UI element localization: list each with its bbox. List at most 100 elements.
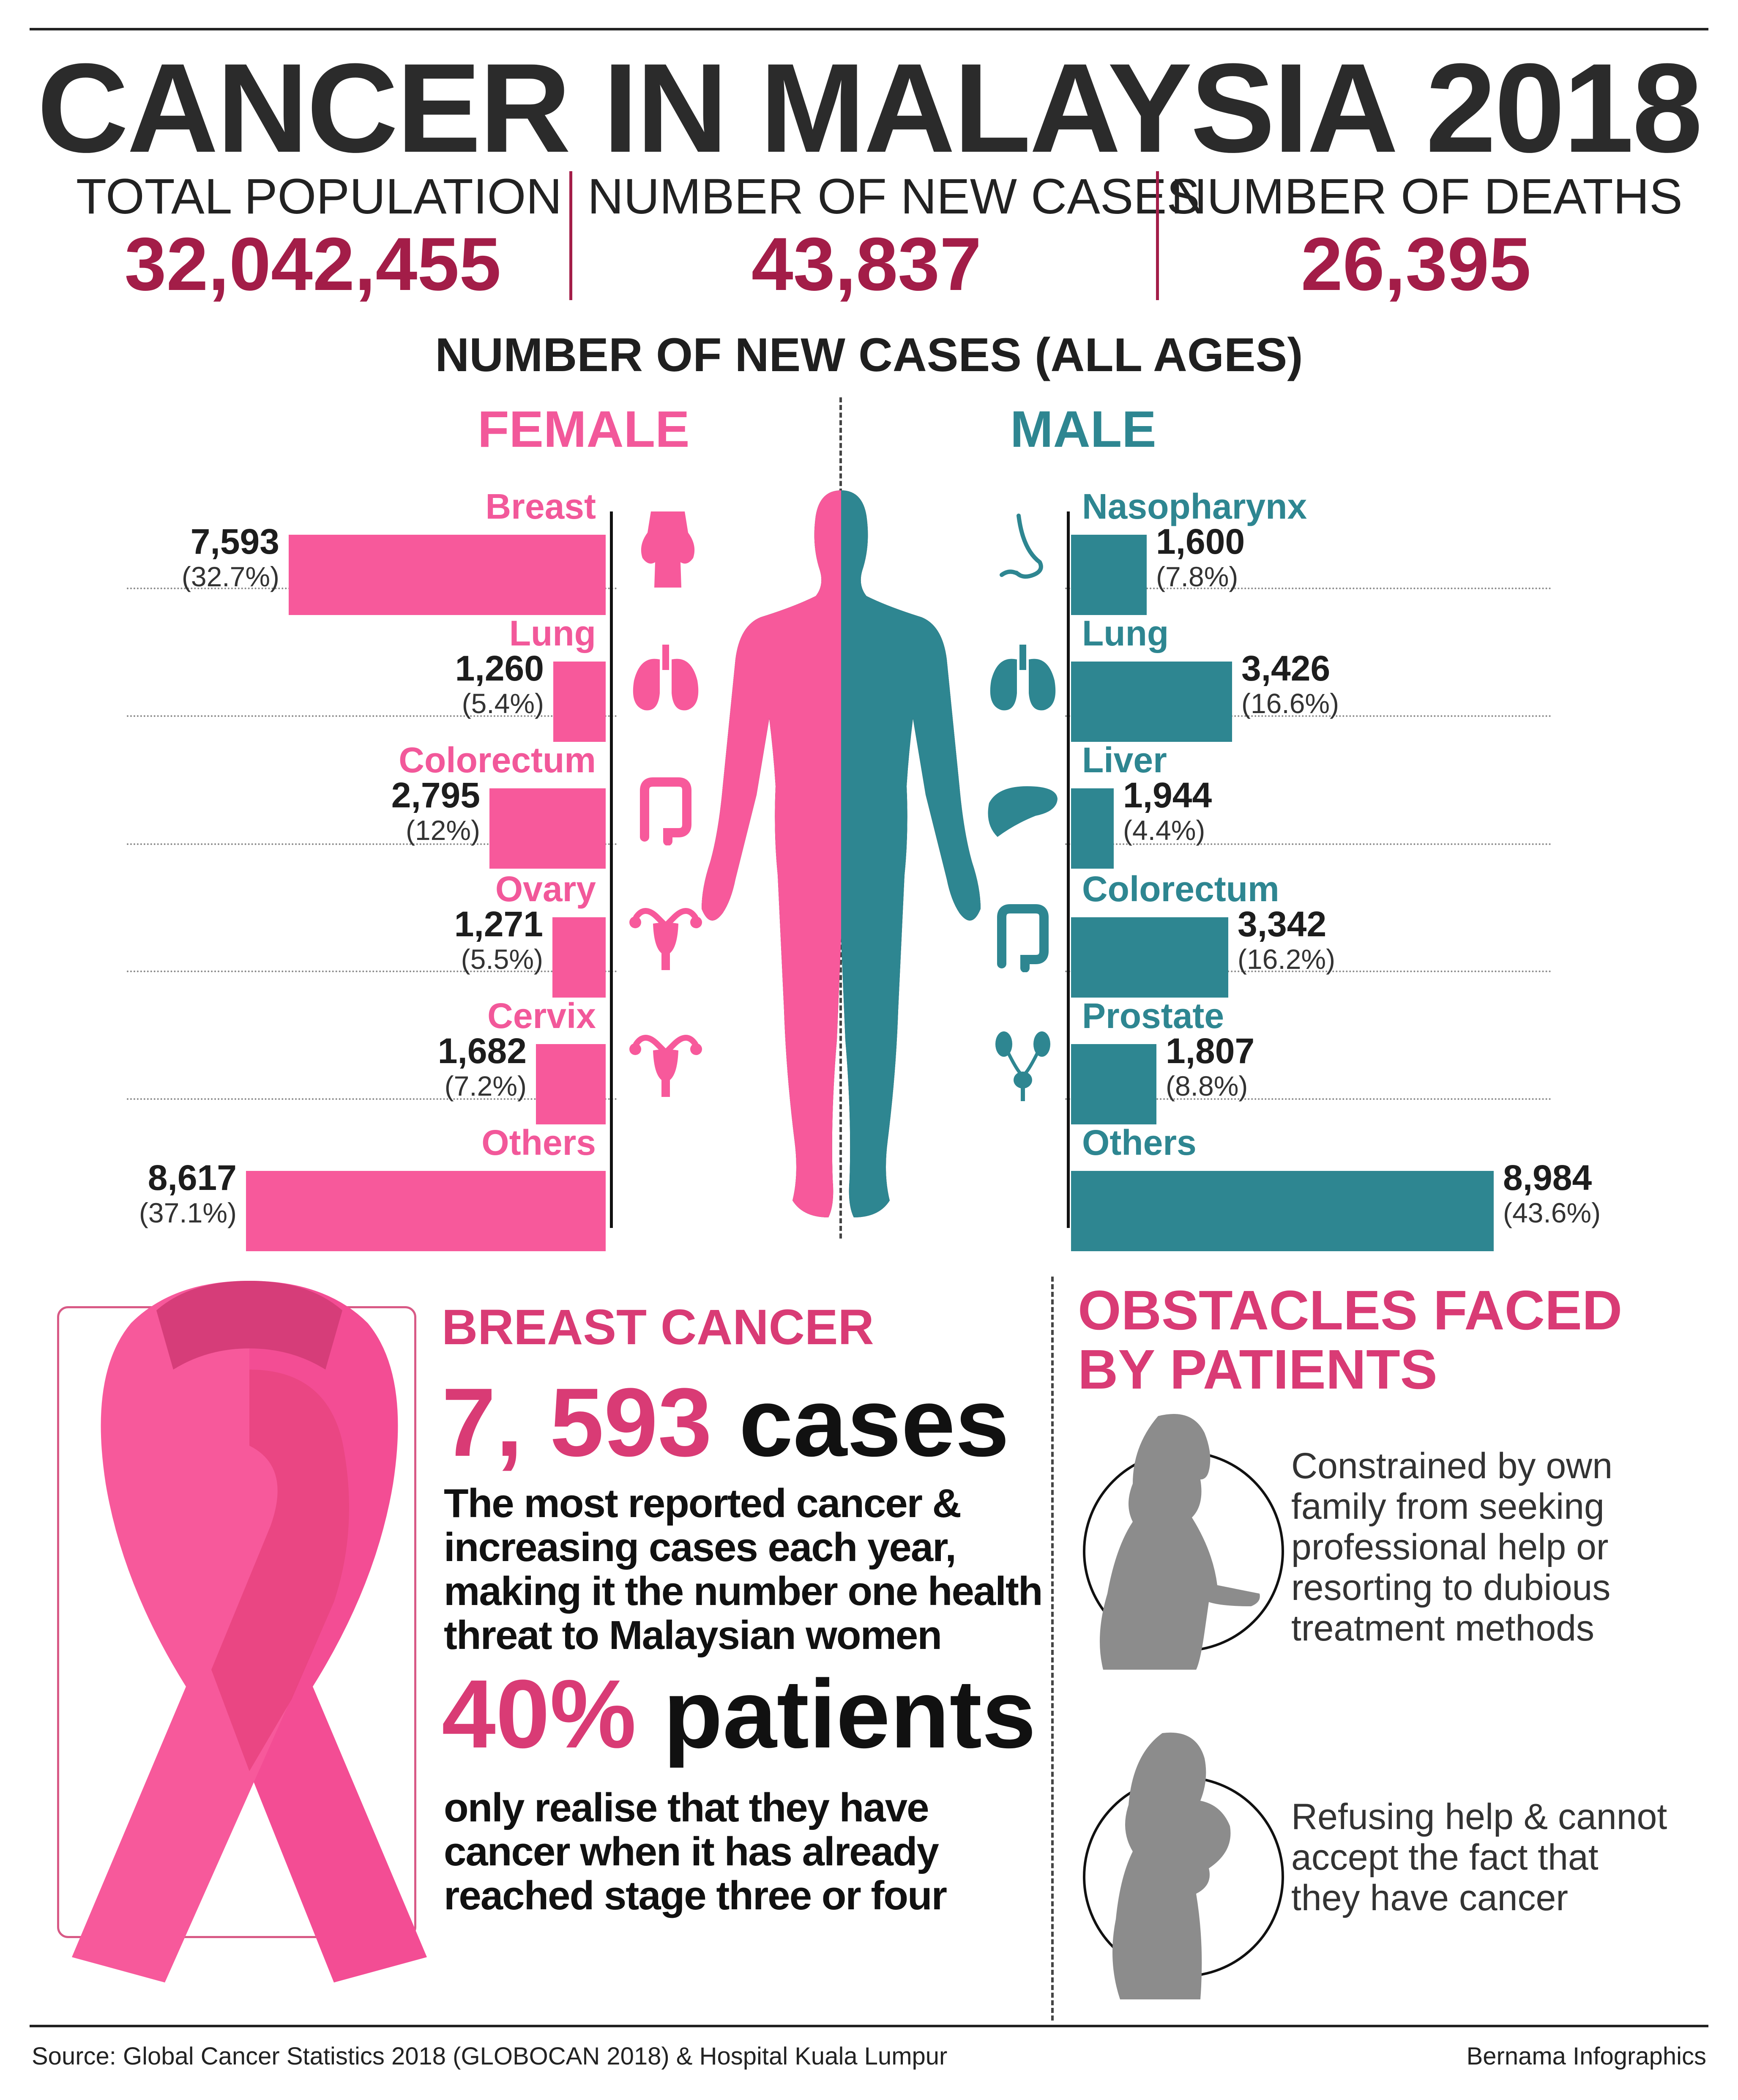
- female-cancer-percent: (5.4%): [462, 688, 544, 719]
- human-body-figure: [702, 490, 981, 1217]
- lungs-icon: [990, 645, 1056, 711]
- male-cancer-count: 1,600: [1156, 522, 1245, 561]
- male-bar: [1071, 535, 1147, 615]
- female-bar: [289, 535, 606, 615]
- male-heading: MALE: [1010, 400, 1156, 458]
- breast-cancer-cases: 7, 593 cases: [442, 1370, 1009, 1475]
- female-cancer-name: Cervix: [487, 996, 596, 1036]
- row-separator: [127, 971, 617, 972]
- female-cancer-name: Lung: [509, 613, 596, 653]
- female-bar: [536, 1044, 606, 1124]
- stat-separator: [1156, 171, 1159, 300]
- male-cancer-count: 1,944: [1123, 775, 1212, 815]
- row-separator: [1065, 588, 1551, 589]
- female-cancer-name: Colorectum: [399, 740, 596, 780]
- male-cancer-percent: (16.2%): [1238, 943, 1336, 975]
- male-bar: [1071, 1044, 1156, 1124]
- footer-source: Source: Global Cancer Statistics 2018 (G…: [32, 2043, 948, 2070]
- stat-separator: [569, 171, 572, 300]
- stat-value: 26,395: [1301, 222, 1531, 306]
- male-cancer-name: Prostate: [1082, 996, 1224, 1036]
- woman-silhouette-icon: [1083, 1732, 1284, 1999]
- female-cancer-count: 2,795: [391, 775, 480, 815]
- row-separator: [127, 1098, 617, 1100]
- female-bar: [489, 788, 606, 869]
- male-cancer-percent: (43.6%): [1503, 1197, 1601, 1228]
- row-separator: [1065, 843, 1551, 845]
- stat-deaths: NUMBER OF DEATHS 26,395: [1171, 169, 1683, 306]
- male-cancer-percent: (8.8%): [1166, 1070, 1248, 1102]
- stat-value: 43,837: [751, 222, 982, 306]
- male-cancer-count: 3,342: [1238, 904, 1327, 944]
- male-cancer-name: Liver: [1082, 740, 1167, 780]
- female-cancer-name: Ovary: [495, 869, 596, 909]
- obstacles-heading-line1: OBSTACLES FACED: [1078, 1279, 1623, 1341]
- breast-cancer-description: The most reported cancer & increasing ca…: [444, 1481, 1043, 1658]
- female-cancer-percent: (5.5%): [461, 943, 543, 975]
- obstacles-heading-line2: BY PATIENTS: [1078, 1338, 1437, 1400]
- male-bar: [1071, 917, 1228, 998]
- patients-percent: 40%: [442, 1660, 637, 1768]
- row-separator: [1065, 1098, 1551, 1100]
- female-cancer-name: Breast: [485, 487, 596, 526]
- colon-icon: [997, 904, 1049, 972]
- female-cancer-percent: (32.7%): [181, 561, 279, 592]
- female-cancer-count: 1,682: [437, 1031, 527, 1071]
- male-cancer-percent: (16.6%): [1241, 688, 1339, 719]
- female-cancer-count: 8,617: [148, 1158, 237, 1198]
- female-heading: FEMALE: [478, 400, 690, 458]
- cases-word: cases: [739, 1368, 1009, 1477]
- female-bar: [552, 917, 606, 998]
- male-cancer-name: Nasopharynx: [1082, 487, 1307, 526]
- male-cancer-name: Colorectum: [1082, 869, 1279, 909]
- section-subtitle: NUMBER OF NEW CASES (ALL AGES): [435, 328, 1303, 381]
- patients-word: patients: [663, 1660, 1036, 1768]
- woman-silhouette-icon: [1083, 1414, 1284, 1670]
- obstacle-text: Constrained by own family from seeking p…: [1291, 1446, 1613, 1649]
- stat-new-cases: NUMBER OF NEW CASES 43,837: [588, 169, 1200, 306]
- female-cancer-count: 1,271: [454, 904, 543, 944]
- male-bar: [1071, 1171, 1494, 1251]
- nose-icon: [1000, 514, 1043, 579]
- kidney-bladder-icon: [995, 1031, 1050, 1101]
- bottom-divider: [1051, 1277, 1054, 2021]
- female-cancer-percent: (7.2%): [444, 1070, 527, 1102]
- male-cancer-percent: (7.8%): [1156, 561, 1238, 592]
- male-bar: [1071, 788, 1114, 869]
- female-cancer-count: 7,593: [190, 522, 279, 561]
- male-cancer-name: Others: [1082, 1123, 1197, 1162]
- female-axis: [610, 511, 613, 1228]
- breast-cancer-heading: BREAST CANCER: [442, 1299, 874, 1355]
- liver-icon: [988, 786, 1058, 837]
- stat-value: 32,042,455: [124, 222, 501, 306]
- pink-ribbon-icon: [72, 1281, 427, 1982]
- patients-description: only realise that they have cancer when …: [444, 1785, 947, 1918]
- row-separator: [127, 843, 617, 845]
- female-cancer-percent: (12%): [405, 815, 480, 846]
- female-cancer-count: 1,260: [455, 648, 544, 688]
- male-cancer-count: 1,807: [1166, 1031, 1255, 1071]
- male-cancer-count: 3,426: [1241, 648, 1331, 688]
- stat-total-population: TOTAL POPULATION 32,042,455: [76, 169, 562, 306]
- obstacle-text: Refusing help & cannot accept the fact t…: [1291, 1796, 1667, 1918]
- stat-label: TOTAL POPULATION: [76, 169, 562, 224]
- male-bar: [1071, 662, 1232, 742]
- female-cancer-name: Others: [481, 1123, 596, 1162]
- colon-icon: [640, 777, 691, 845]
- uterus-icon: [629, 908, 702, 970]
- stat-label: NUMBER OF NEW CASES: [588, 169, 1200, 224]
- patients-stat: 40% patients: [442, 1661, 1036, 1767]
- lungs-icon: [633, 645, 699, 711]
- page-title: CANCER IN MALAYSIA 2018: [37, 37, 1703, 179]
- top-rule: [30, 28, 1708, 30]
- female-bar: [553, 662, 606, 742]
- footer-credit: Bernama Infographics: [1466, 2043, 1706, 2070]
- footer-rule: [30, 2025, 1708, 2027]
- male-axis: [1067, 511, 1070, 1228]
- breast-icon: [641, 511, 695, 588]
- stat-label: NUMBER OF DEATHS: [1171, 169, 1683, 224]
- female-cancer-percent: (37.1%): [139, 1197, 237, 1228]
- row-separator: [127, 715, 617, 717]
- row-separator: [1065, 971, 1551, 972]
- female-bar: [246, 1171, 606, 1251]
